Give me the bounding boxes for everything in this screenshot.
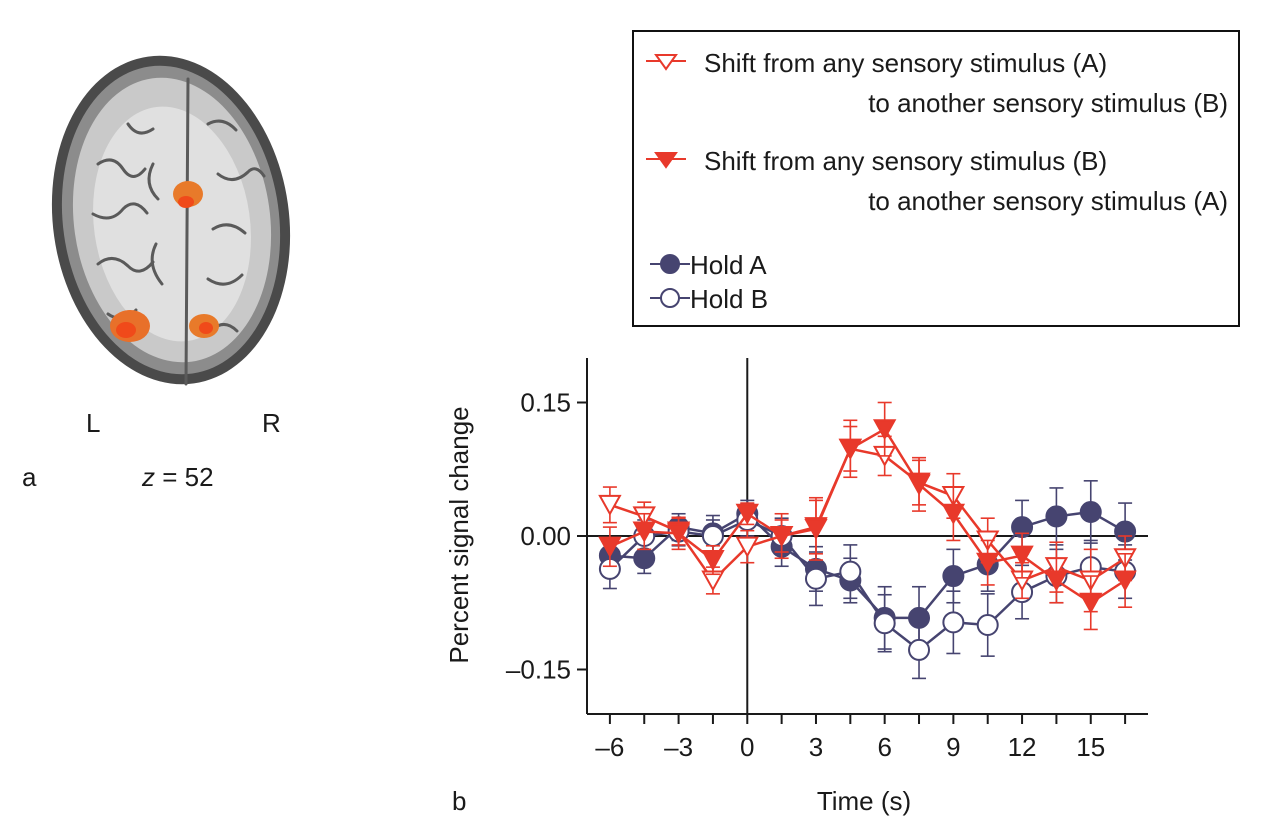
series-1 (598, 401, 1137, 631)
data-point (804, 567, 827, 590)
chart-series (598, 401, 1137, 680)
x-tick-label: –6 (595, 732, 624, 762)
legend-marker-shift-a-to-b (646, 54, 686, 71)
data-point (1079, 592, 1103, 614)
panel-b-label: b (452, 786, 466, 816)
x-tick-label: 12 (1008, 732, 1037, 762)
series-line (609, 447, 1126, 583)
legend-marker-shift-b-to-a (646, 152, 686, 169)
y-tick-label: 0.00 (520, 521, 571, 551)
y-axis-label: Percent signal change (444, 406, 474, 663)
data-point (666, 523, 691, 545)
data-point (839, 560, 862, 583)
legend-marker-hold-b (650, 288, 690, 308)
legend-marker-hold-a (650, 254, 690, 274)
data-point (735, 536, 759, 558)
legend-label-shift-b-to-a-line1: Shift from any sensory stimulus (B) (704, 146, 1108, 176)
data-point (976, 552, 1000, 574)
y-tick-label: –0.15 (506, 655, 571, 685)
data-point (632, 521, 656, 543)
slice-coordinate: z = 52 (142, 464, 214, 490)
data-point (941, 503, 966, 525)
data-point (1113, 570, 1137, 592)
data-point (701, 550, 725, 572)
chart-tick-labels: 0.15 0.00 –0.15 –6 –3 0 3 6 9 12 15 (506, 388, 1105, 763)
series-line (609, 427, 1126, 605)
x-axis-label: Time (s) (817, 786, 911, 816)
x-tick-label: 3 (809, 732, 823, 762)
data-point (735, 503, 759, 525)
x-tick-label: 6 (877, 732, 891, 762)
series-line (609, 518, 1126, 652)
data-point (942, 611, 965, 634)
data-point (942, 565, 965, 588)
data-point (1079, 500, 1102, 523)
legend-label-shift-a-to-b-line1: Shift from any sensory stimulus (A) (704, 48, 1108, 78)
data-point (701, 525, 724, 547)
legend-label-shift-b-to-a-line2: to another sensory stimulus (A) (868, 186, 1228, 216)
data-point (1044, 570, 1069, 592)
activation-blobs (110, 181, 219, 342)
data-point (598, 494, 622, 516)
data-point (769, 526, 794, 548)
data-point (873, 612, 896, 635)
right-hemisphere-label: R (262, 408, 281, 438)
panel-a-label: a (22, 462, 37, 492)
data-point (1010, 545, 1034, 567)
data-point (804, 518, 828, 540)
legend-label-hold-b: Hold B (690, 284, 769, 314)
x-tick-label: –3 (664, 732, 693, 762)
x-tick-label: 0 (740, 732, 754, 762)
x-tick-label: 9 (946, 732, 960, 762)
data-point (838, 438, 863, 460)
y-tick-label: 0.15 (520, 388, 571, 418)
legend: Shift from any sensory stimulus (A) to a… (632, 30, 1240, 327)
data-point (907, 474, 931, 496)
data-point (908, 638, 931, 661)
data-point (872, 419, 897, 441)
left-hemisphere-label: L (86, 408, 101, 438)
legend-label-shift-a-to-b-line2: to another sensory stimulus (B) (868, 88, 1228, 118)
slice-value: = 52 (162, 462, 214, 492)
legend-label-hold-a: Hold A (690, 250, 767, 280)
data-point (1045, 505, 1068, 528)
brain-slice-image (38, 44, 308, 398)
data-point (976, 614, 999, 636)
data-point (598, 536, 622, 558)
slice-axis-var: z (142, 462, 155, 492)
x-tick-label: 15 (1076, 732, 1105, 762)
